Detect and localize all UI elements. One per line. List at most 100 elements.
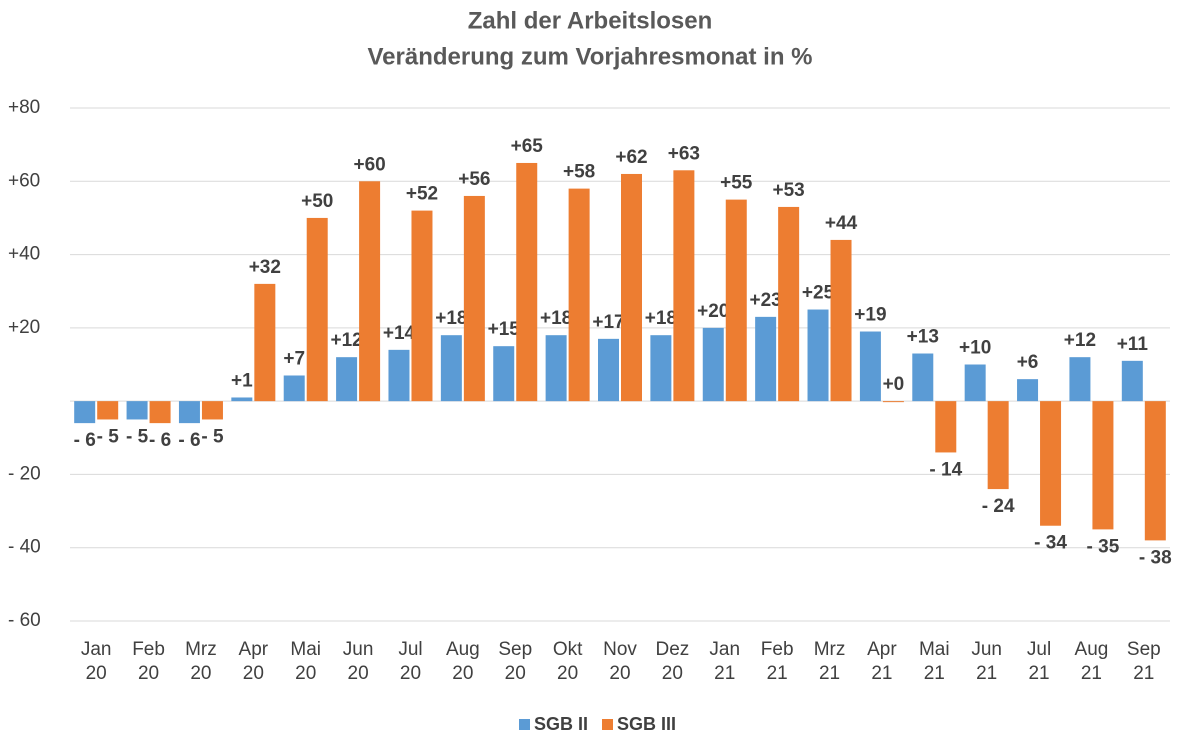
bar (702, 327, 724, 402)
y-tick-label: - 60 (8, 610, 41, 631)
data-label: - 14 (929, 459, 962, 480)
x-tick-label: Sep 21 (1126, 639, 1161, 684)
bar (935, 401, 957, 453)
bar (598, 338, 619, 402)
data-label: +6 (1017, 352, 1039, 373)
data-label: +63 (668, 143, 700, 164)
data-label: +0 (883, 374, 905, 395)
data-label: - 5 (126, 426, 149, 447)
bar (74, 401, 96, 424)
data-label: +7 (283, 349, 305, 370)
data-label: +18 (435, 308, 467, 329)
bar (411, 210, 433, 402)
x-tick-label: Mrz 20 (185, 639, 217, 684)
x-tick-label: Aug 21 (1074, 639, 1109, 684)
data-label: +32 (249, 257, 281, 278)
x-tick-label: Mrz 21 (813, 639, 846, 684)
data-label: +17 (592, 312, 624, 333)
chart-title: Zahl der Arbeitslosen (468, 7, 713, 34)
bar (231, 397, 253, 402)
x-tick-label: Mai 20 (290, 639, 322, 684)
data-label: +56 (458, 169, 490, 190)
data-label: - 34 (1034, 533, 1067, 554)
data-label: - 6 (74, 430, 96, 451)
data-label: +58 (563, 162, 595, 183)
data-label: +53 (773, 180, 805, 201)
bar (336, 357, 358, 402)
data-label: - 38 (1139, 547, 1172, 568)
data-label: +50 (301, 191, 333, 212)
bar (1017, 379, 1039, 402)
bar (568, 188, 590, 402)
x-tick-label: Okt 20 (552, 639, 583, 684)
bar (463, 195, 485, 402)
data-label: +65 (511, 136, 544, 157)
y-tick-label: +60 (8, 170, 40, 191)
bar (1121, 360, 1143, 402)
legend-swatch (518, 719, 530, 730)
bar (621, 173, 642, 402)
data-label: +20 (697, 301, 729, 322)
x-tick-label: Jun 20 (342, 639, 374, 684)
data-label: +10 (959, 338, 991, 359)
x-tick-label: Jul 21 (1026, 639, 1052, 684)
bar (830, 239, 852, 402)
bar (545, 335, 567, 402)
bar (516, 162, 538, 402)
bar (725, 199, 747, 402)
x-tick-label: Aug 20 (445, 639, 480, 684)
bar (859, 331, 881, 402)
data-label: +19 (854, 305, 886, 326)
bar (1069, 357, 1091, 402)
chart-subtitle: Veränderung zum Vorjahresmonat in % (368, 43, 813, 70)
bar (673, 170, 695, 402)
x-tick-label: Mai 21 (918, 639, 950, 684)
data-label: - 35 (1087, 536, 1120, 557)
bar (359, 181, 381, 402)
bar (149, 401, 171, 424)
data-label: - 5 (97, 426, 120, 447)
data-label: - 24 (982, 496, 1015, 517)
x-tick-label: Apr 21 (867, 639, 897, 684)
bar (778, 206, 800, 402)
data-label: +60 (353, 154, 385, 175)
bar (306, 217, 328, 402)
y-tick-label: +80 (8, 97, 40, 118)
x-tick-label: Jul 20 (398, 639, 423, 684)
bar (964, 364, 986, 402)
bar (882, 401, 904, 403)
data-label: +12 (330, 330, 362, 351)
legend-label: SGB III (617, 714, 677, 734)
legend-swatch (602, 719, 613, 730)
x-tick-label: Jan 21 (709, 639, 741, 684)
bar (440, 335, 462, 402)
data-label: +12 (1064, 330, 1096, 351)
data-label: +18 (645, 308, 677, 329)
data-label: +23 (750, 290, 782, 311)
data-label: +55 (720, 173, 753, 194)
bar (987, 401, 1009, 490)
y-tick-label: - 20 (8, 463, 41, 484)
bar (1092, 401, 1114, 530)
bar (650, 335, 672, 402)
data-label: +62 (615, 147, 647, 168)
bar (126, 401, 148, 420)
legend-label: SGB II (533, 714, 588, 734)
y-tick-label: - 40 (8, 537, 41, 558)
legend: SGB II SGB III (0, 714, 1181, 735)
bar (97, 401, 119, 420)
data-label: +18 (540, 308, 572, 329)
x-tick-label: Jan 20 (80, 639, 112, 684)
x-tick-label: Nov 20 (603, 639, 637, 684)
x-tick-label: Feb 21 (760, 639, 794, 684)
bar (1144, 401, 1166, 541)
bar (283, 375, 305, 402)
data-label: +14 (383, 323, 416, 344)
data-label: +25 (802, 283, 835, 304)
x-tick-label: Apr 20 (238, 639, 269, 684)
data-label: +15 (488, 319, 521, 340)
bar (912, 353, 934, 402)
x-tick-label: Feb 20 (132, 639, 165, 684)
